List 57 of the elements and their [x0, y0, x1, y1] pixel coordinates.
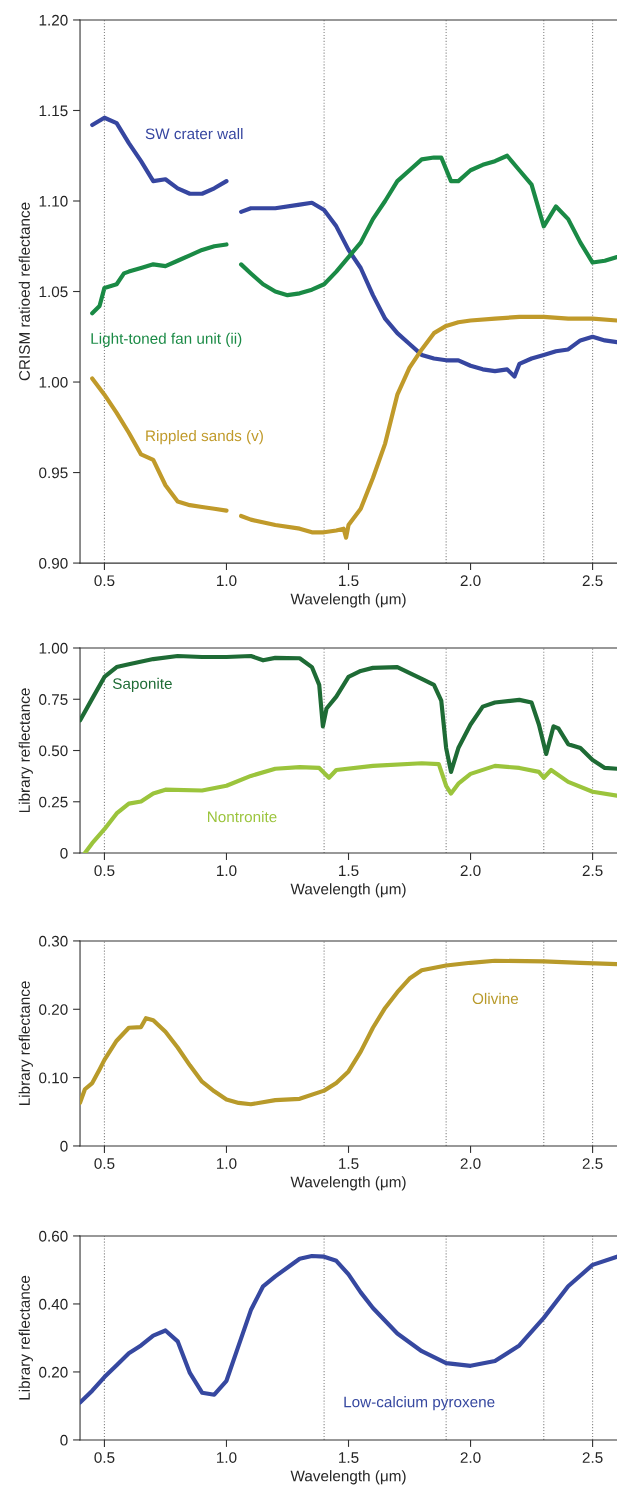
x-axis-title: Wavelength (μm): [290, 1176, 406, 1191]
y-tick-label: 0.90: [39, 557, 68, 569]
y-tick-label: 0: [60, 1434, 68, 1446]
x-tick-label: 2.0: [460, 1158, 481, 1169]
y-tick-label: 0.25: [39, 796, 68, 808]
y-tick-label: 1.00: [39, 642, 68, 654]
y-tick-label: 0.30: [39, 935, 68, 947]
x-tick-label: 1.0: [217, 865, 237, 877]
line-series: [80, 958, 617, 1107]
x-tick-label: 1.0: [217, 575, 237, 587]
series-label: Olivine: [472, 992, 519, 1005]
x-tick-label: 1.5: [339, 1452, 359, 1463]
x-tick-label: 2.5: [582, 575, 603, 587]
y-tick-label: 0.75: [39, 694, 68, 705]
y-tick-label: 0.10: [39, 1072, 68, 1084]
x-tick-label: 0.5: [94, 865, 115, 877]
y-axis-title: Library reflectance: [18, 1275, 33, 1400]
text: Low-calcium pyroxene: [344, 1396, 495, 1411]
x-tick-label: 1.0: [217, 1452, 237, 1463]
line-series: [80, 653, 617, 774]
x-axis-title: Wavelength (μm): [290, 1470, 406, 1485]
x-axis-title: Wavelength (μm): [290, 883, 406, 898]
y-tick-label: 1.05: [39, 286, 68, 298]
series-label: SW crater wall: [145, 127, 243, 140]
y-axis-title: CRISM ratioed reflectance: [18, 202, 30, 381]
x-tick-label: 1.5: [339, 1158, 359, 1169]
x-tick-label: 0.5: [94, 1158, 115, 1169]
series-label: Saponite: [112, 677, 172, 693]
x-tick-label: 2.5: [582, 1452, 603, 1463]
x-tick-label: 2.0: [460, 1452, 481, 1463]
x-tick-label: 2.0: [460, 575, 481, 587]
x-tick-label: 2.5: [582, 1158, 603, 1169]
y-axis-title: Library reflectance: [18, 981, 33, 1106]
x-axis-title: Wavelength (μm): [290, 593, 406, 608]
y-axis-title: Library reflectance: [18, 688, 33, 813]
y-tick-label: 0.60: [39, 1230, 68, 1242]
x-tick-label: 2.5: [582, 865, 603, 877]
y-tick-label: 1.00: [39, 376, 68, 388]
x-tick-label: 1.0: [217, 1158, 237, 1169]
y-tick-label: 0: [60, 847, 68, 859]
y-tick-label: 0.95: [39, 467, 68, 479]
y-tick-label: 0: [60, 1140, 68, 1152]
y-tick-label: 1.20: [39, 14, 68, 26]
y-tick-label: 0.20: [39, 1366, 68, 1378]
y-tick-label: 0.50: [39, 745, 68, 757]
x-tick-label: 0.5: [94, 1452, 115, 1463]
x-tick-label: 0.5: [94, 575, 115, 587]
series-label: Nontronite: [208, 811, 277, 823]
x-tick-label: 2.0: [460, 865, 481, 877]
y-tick-label: 0.20: [39, 1004, 68, 1015]
series-label: Rippled sands (v): [146, 429, 263, 445]
x-tick-label: 1.5: [339, 865, 359, 877]
y-tick-label: 0.40: [39, 1298, 68, 1310]
series-label: Light-toned fan unit (ii): [91, 332, 242, 347]
x-tick-label: 1.5: [339, 575, 359, 587]
y-tick-label: 1.15: [39, 105, 68, 117]
y-tick-label: 1.10: [39, 195, 68, 207]
